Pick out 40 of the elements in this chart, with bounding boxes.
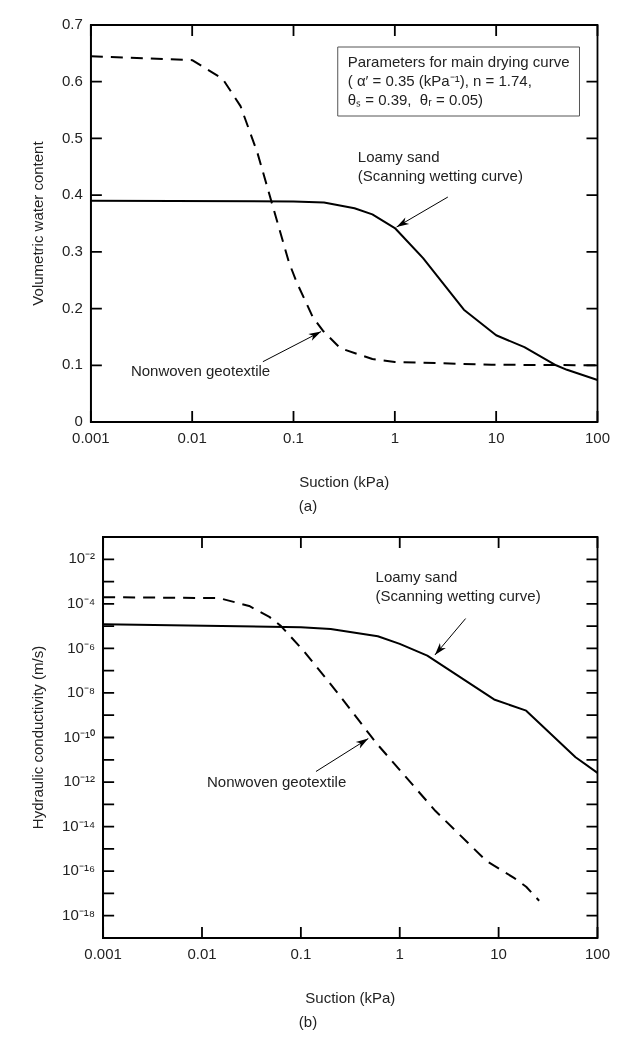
y-tick-label: 0.7 <box>61 15 83 33</box>
x-axis-title: Suction (kPa) <box>305 989 396 1007</box>
annotation: Loamy sand (Scanning wetting curve) <box>357 147 523 184</box>
x-tick-label: 0.01 <box>187 945 217 963</box>
y-tick-label: 10⁻⁸ <box>67 683 96 701</box>
annotation: Nonwoven geotextile <box>130 362 271 380</box>
y-tick-label: 0.3 <box>61 242 83 259</box>
annotation: Parameters for main drying curve ( α′ = 0.35 (kPa⁻¹), n = 1.74, θₛ = 0.39, θᵣ = 0.05) <box>347 52 570 108</box>
y-tick-label: 0.2 <box>61 298 83 316</box>
x-tick-label: 0.1 <box>290 945 312 963</box>
x-tick-label: 1 <box>395 945 404 963</box>
x-tick-label: 100 <box>584 945 610 963</box>
x-tick-label: 1 <box>390 429 399 447</box>
y-tick-label: 0.1 <box>61 355 83 373</box>
x-tick-label: 0.001 <box>72 429 110 447</box>
x-tick-label: 10 <box>490 945 507 963</box>
y-tick-label: 10⁻¹⁶ <box>62 861 96 879</box>
x-tick-label: 10 <box>487 429 505 447</box>
y-tick-label: 0.6 <box>61 71 83 89</box>
x-tick-label: 0.1 <box>283 429 304 447</box>
y-tick-label: 10⁻⁶ <box>67 638 96 656</box>
y-tick-label: 10⁻¹⁴ <box>62 816 96 834</box>
y-tick-label: 10⁻² <box>68 549 96 567</box>
y-tick-label: 10⁻¹² <box>63 772 96 790</box>
y-tick-label: 10⁻¹⁸ <box>62 905 96 923</box>
x-tick-label: 0.001 <box>84 945 122 963</box>
y-tick-label: 0 <box>74 412 83 430</box>
y-axis-title: Hydraulic conductivity (m/s) <box>29 645 47 830</box>
x-axis-title: Suction (kPa) <box>299 473 390 491</box>
y-tick-label: 10⁻¹⁰ <box>63 727 96 745</box>
text: (a) <box>298 497 318 515</box>
x-tick-label: 100 <box>584 429 610 447</box>
y-tick-label: 10⁻⁴ <box>66 593 96 611</box>
x-tick-label: 0.01 <box>177 429 207 447</box>
y-tick-label: 0.5 <box>61 128 83 146</box>
annotation: Loamy sand (Scanning wetting curve) <box>375 568 541 605</box>
annotation: Nonwoven geotextile <box>206 773 347 791</box>
y-axis-title: Volumetric water content <box>29 140 47 306</box>
y-tick-label: 0.4 <box>61 185 83 203</box>
text: (b) <box>298 1013 318 1031</box>
